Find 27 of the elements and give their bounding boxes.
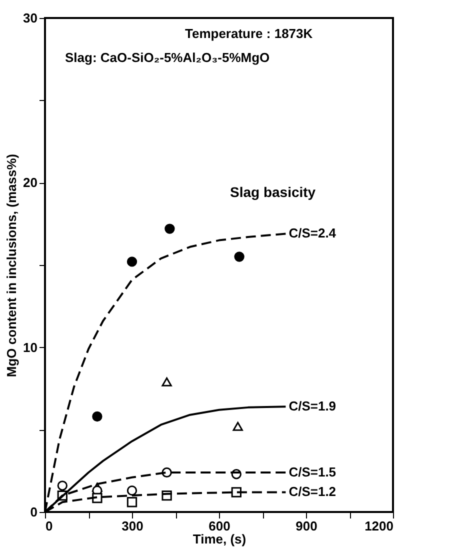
point — [164, 224, 175, 234]
y-axis-title: MgO content in inclusions, (mass%) — [4, 154, 20, 378]
x-tick-label: 900 — [296, 518, 318, 534]
series-label: C/S=1.2 — [288, 484, 336, 500]
point — [92, 411, 102, 422]
x-tick-label: 1200 — [364, 518, 394, 534]
x-tick-label: 0 — [46, 518, 53, 534]
x-axis-title: Time, (s) — [192, 532, 246, 546]
point — [126, 256, 138, 267]
x-tick-label: 600 — [208, 518, 230, 534]
annotation: Temperature : 1873K — [185, 26, 314, 41]
point — [162, 377, 172, 386]
point — [232, 422, 243, 431]
point — [234, 252, 244, 262]
series-label: C/S=1.5 — [288, 464, 336, 480]
y-tick-label: 30 — [23, 10, 38, 26]
series-label: C/S=2.4 — [288, 226, 337, 241]
point — [126, 497, 138, 508]
y-tick-label: 20 — [23, 175, 38, 190]
point — [126, 486, 138, 496]
annotation: Slag basicity — [230, 184, 316, 200]
y-tick-label: 10 — [23, 340, 38, 355]
point — [57, 480, 68, 491]
series-label: C/S=1.9 — [288, 398, 336, 414]
y-tick-label: 0 — [30, 504, 38, 520]
annotation: Slag: CaO-SiO₂-5%Al₂O₃-5%MgO — [65, 50, 270, 65]
x-tick-label: 300 — [122, 518, 144, 534]
